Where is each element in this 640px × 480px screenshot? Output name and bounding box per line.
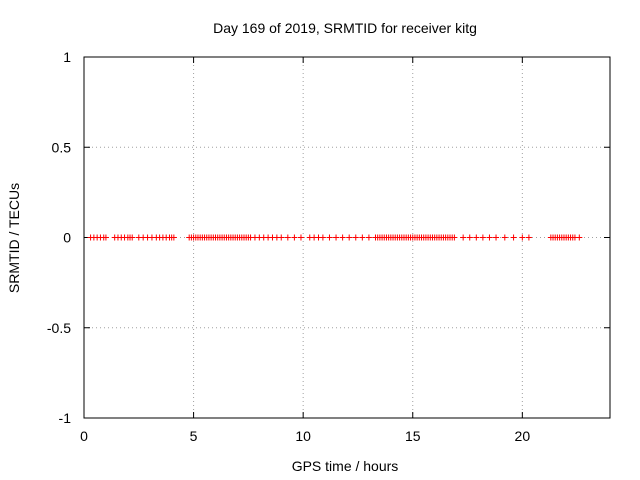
data-point [284, 234, 291, 241]
y-tick-label: 1 [63, 49, 71, 65]
y-tick-label: -0.5 [47, 320, 71, 336]
x-tick-label: 20 [515, 428, 531, 444]
y-tick-label: 0 [63, 230, 71, 246]
data-point [501, 234, 508, 241]
x-tick-label: 15 [405, 428, 421, 444]
data-point [525, 234, 532, 241]
y-tick-label: 0.5 [52, 139, 72, 155]
chart-title: Day 169 of 2019, SRMTID for receiver kit… [213, 20, 477, 36]
data-point [451, 234, 458, 241]
x-axis-label: GPS time / hours [292, 458, 399, 474]
data-point [576, 234, 583, 241]
data-point [346, 234, 353, 241]
data-point [291, 234, 298, 241]
x-tick-label: 10 [295, 428, 311, 444]
plot-frame [83, 56, 611, 419]
data-point [359, 234, 366, 241]
data-point [510, 234, 517, 241]
data-point [352, 234, 359, 241]
data-point [339, 234, 346, 241]
data-point [479, 234, 486, 241]
y-axis-label: SRMTID / TECUs [6, 183, 22, 293]
data-point [129, 234, 136, 241]
data-point [493, 234, 500, 241]
y-tick-label: -1 [59, 410, 72, 426]
data-point [170, 234, 177, 241]
data-point [519, 234, 526, 241]
data-point [365, 234, 372, 241]
x-tick-label: 5 [190, 428, 198, 444]
data-point [466, 234, 473, 241]
data-point [102, 234, 109, 241]
data-point [486, 234, 493, 241]
x-tick-label: 0 [80, 428, 88, 444]
data-point [319, 234, 326, 241]
data-point [297, 234, 304, 241]
data-point [326, 234, 333, 241]
data-point [460, 234, 467, 241]
data-point [278, 234, 285, 241]
data-points [87, 234, 583, 241]
data-point [333, 234, 340, 241]
axis-ticks: 0 5 10 15 20 -1 -0.5 0 0.5 1 [47, 49, 610, 444]
data-point [473, 234, 480, 241]
